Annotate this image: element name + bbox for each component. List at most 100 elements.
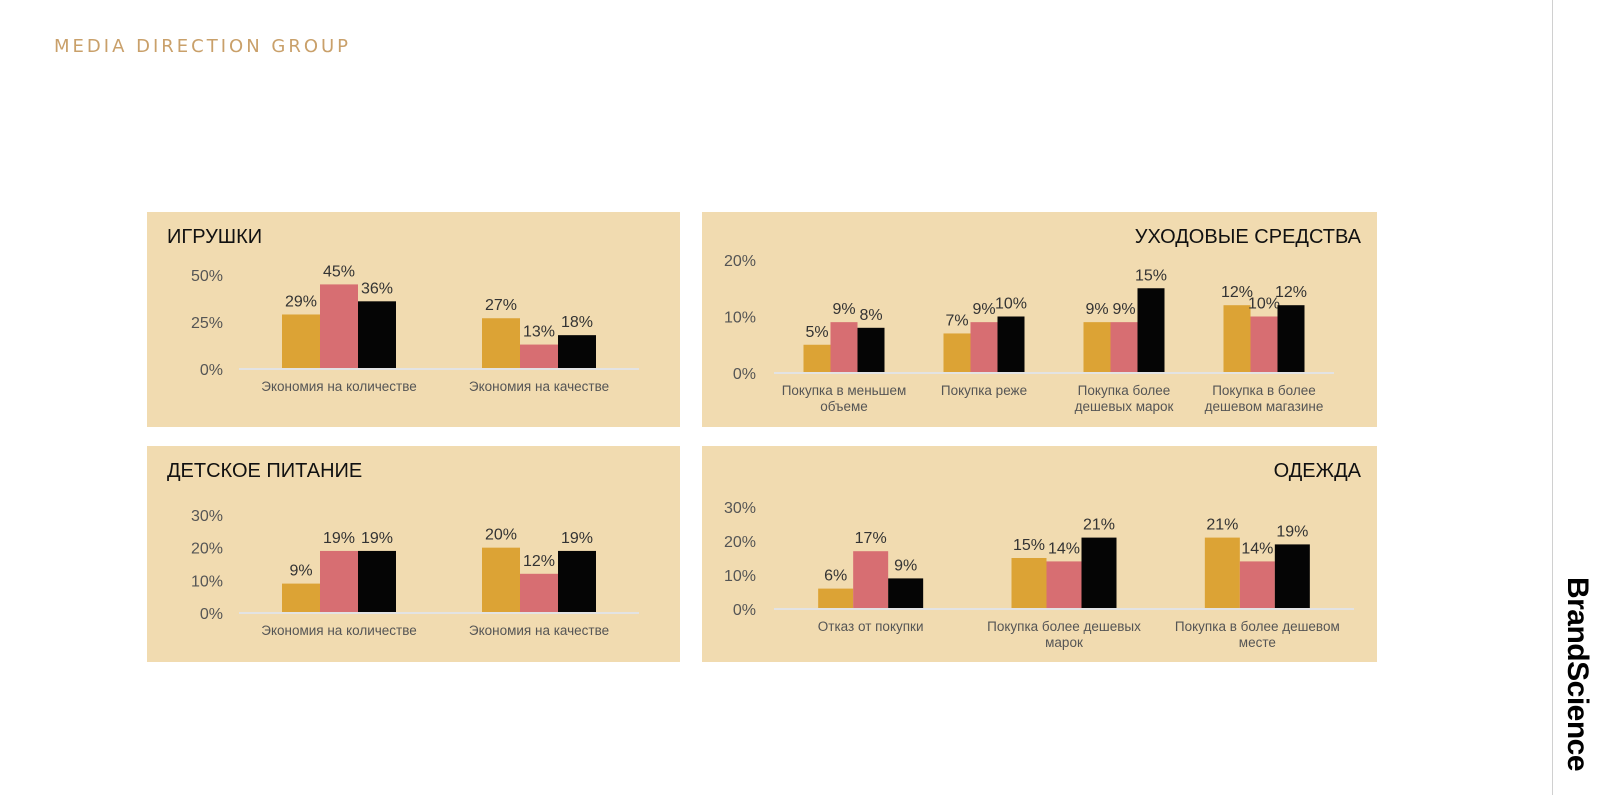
clothes-value-label: 6% (824, 568, 847, 585)
care-ytick-label: 10% (724, 310, 756, 327)
clothes-bar (1204, 537, 1240, 609)
toys-value-label: 18% (561, 314, 593, 331)
care-bar (1110, 322, 1138, 373)
toys-value-label: 13% (523, 324, 555, 341)
chart-title-clothes: ОДЕЖДА (1273, 460, 1361, 482)
care-value-label: 5% (805, 324, 828, 341)
clothes-value-label: 15% (1013, 537, 1045, 554)
clothes-ytick-label: 10% (724, 568, 756, 585)
clothes-category-label-line: марок (1045, 635, 1083, 650)
baby-food-value-label: 19% (561, 530, 593, 547)
baby-food-value-label: 19% (323, 530, 355, 547)
brand-header: MEDIA DIRECTION GROUP (54, 36, 352, 57)
side-divider (1552, 0, 1553, 795)
clothes-category-label: Покупка в более дешевом месте (1175, 619, 1340, 650)
care-category-label-line: объеме (820, 399, 868, 414)
care-bar (970, 322, 998, 373)
toys-value-label: 36% (361, 280, 393, 297)
clothes-bar (888, 578, 924, 609)
care-ytick-label: 0% (733, 366, 756, 383)
chart-title-baby-food: ДЕТСКОЕ ПИТАНИЕ (167, 460, 363, 482)
baby-food-bar (320, 550, 358, 613)
care-category-label-line: Покупка в меньшем (782, 383, 907, 398)
toys-bar (482, 318, 520, 369)
clothes-value-label: 17% (855, 530, 887, 547)
baby-food-value-label: 9% (289, 563, 312, 580)
care-bar (1223, 305, 1251, 373)
toys-value-label: 27% (485, 297, 517, 314)
care-bar (997, 316, 1025, 373)
clothes-category-label-line: Покупка более дешевых (987, 619, 1141, 634)
care-bar (803, 344, 831, 373)
clothes-category-label-line: месте (1239, 635, 1276, 650)
clothes-category-label: Отказ от покупки (818, 619, 924, 634)
clothes-ytick-label: 0% (733, 602, 756, 619)
care-value-label: 9% (832, 301, 855, 318)
chart-title-toys: ИГРУШКИ (167, 226, 263, 248)
clothes-category-label-line: Отказ от покупки (818, 619, 924, 634)
baby-food-bar (358, 550, 396, 613)
care-category-label-line: Покупка в более (1212, 383, 1316, 398)
baby-food-ytick-label: 10% (191, 573, 223, 590)
toys-value-label: 45% (323, 263, 355, 280)
care-category-label-line: дешевых марок (1075, 399, 1174, 414)
side-logo: BrandScience (1561, 576, 1594, 772)
clothes-bar (1239, 561, 1275, 609)
clothes-bar (1011, 558, 1047, 609)
clothes-bar (853, 551, 889, 609)
care-value-label: 12% (1275, 284, 1307, 301)
care-value-label: 9% (972, 301, 995, 318)
chart-panel-clothes: ОДЕЖДА 0% 10% 20% 30% 6% 17% 9% Отказ от покупк… (702, 446, 1377, 662)
toys-bar (282, 314, 320, 369)
care-bar (857, 327, 885, 373)
care-category-label: Покупка в меньшем объеме (782, 383, 907, 414)
care-bar (1083, 322, 1111, 373)
care-value-label: 9% (1085, 301, 1108, 318)
clothes-bar (818, 588, 854, 609)
clothes-bar (1046, 561, 1082, 609)
baby-food-category-label-line: Экономия на качестве (469, 623, 609, 638)
clothes-category-label: Покупка более дешевых марок (987, 619, 1141, 650)
toys-bar (558, 335, 596, 369)
chart-panel-baby-food: ДЕТСКОЕ ПИТАНИЕ 0% 10% 20% 30% 9% 19% 19% Эконо… (147, 446, 680, 662)
clothes-value-label: 21% (1206, 517, 1238, 534)
baby-food-ytick-label: 0% (200, 606, 223, 623)
toys-bar (320, 284, 358, 369)
toys-category-label: Экономия на качестве (469, 379, 609, 394)
toys-ytick-label: 50% (191, 268, 223, 285)
care-bar (1277, 305, 1305, 373)
clothes-bar (1274, 544, 1310, 609)
baby-food-category-label: Экономия на качестве (469, 623, 609, 638)
care-bar (1137, 288, 1165, 373)
chart-care: 0%10%20%5%9% 8%Покупка в меньшем объеме7%9… (724, 253, 1334, 414)
clothes-ytick-label: 20% (724, 534, 756, 551)
care-value-label: 10% (995, 296, 1027, 313)
baby-food-category-label: Экономия на количестве (261, 623, 417, 638)
baby-food-bar (520, 573, 558, 613)
care-category-label-line: Покупка реже (941, 383, 1027, 398)
care-value-label: 8% (859, 307, 882, 324)
clothes-ytick-label: 30% (724, 500, 756, 517)
toys-ytick-label: 0% (200, 362, 223, 379)
baby-food-bar (558, 550, 596, 613)
care-category-label-line: дешевом магазине (1205, 399, 1324, 414)
baby-food-value-label: 19% (361, 530, 393, 547)
clothes-value-label: 21% (1083, 517, 1115, 534)
care-value-label: 12% (1221, 284, 1253, 301)
baby-food-value-label: 20% (485, 527, 517, 544)
clothes-category-label-line: Покупка в более дешевом (1175, 619, 1340, 634)
baby-food-bar (482, 547, 520, 613)
chart-panel-care: УХОДОВЫЕ СРЕДСТВА 0% 10% 20% 5% 9% 8% Покупка … (702, 212, 1377, 427)
chart-panel-toys: ИГРУШКИ 0% 25% 50% 29% 45% 36% Экономия на кол… (147, 212, 680, 427)
chart-baby-food: 0% 10% 20% 30% 9% 19% 19% Экономия на количеств… (191, 508, 639, 638)
baby-food-ytick-label: 20% (191, 541, 223, 558)
baby-food-category-label-line: Экономия на количестве (261, 623, 417, 638)
clothes-value-label: 9% (894, 557, 917, 574)
care-bar (1250, 316, 1278, 373)
clothes-value-label: 19% (1276, 523, 1308, 540)
toys-value-label: 29% (285, 293, 317, 310)
chart-title-care: УХОДОВЫЕ СРЕДСТВА (1134, 226, 1361, 248)
care-value-label: 7% (945, 312, 968, 329)
toys-ytick-label: 25% (191, 315, 223, 332)
